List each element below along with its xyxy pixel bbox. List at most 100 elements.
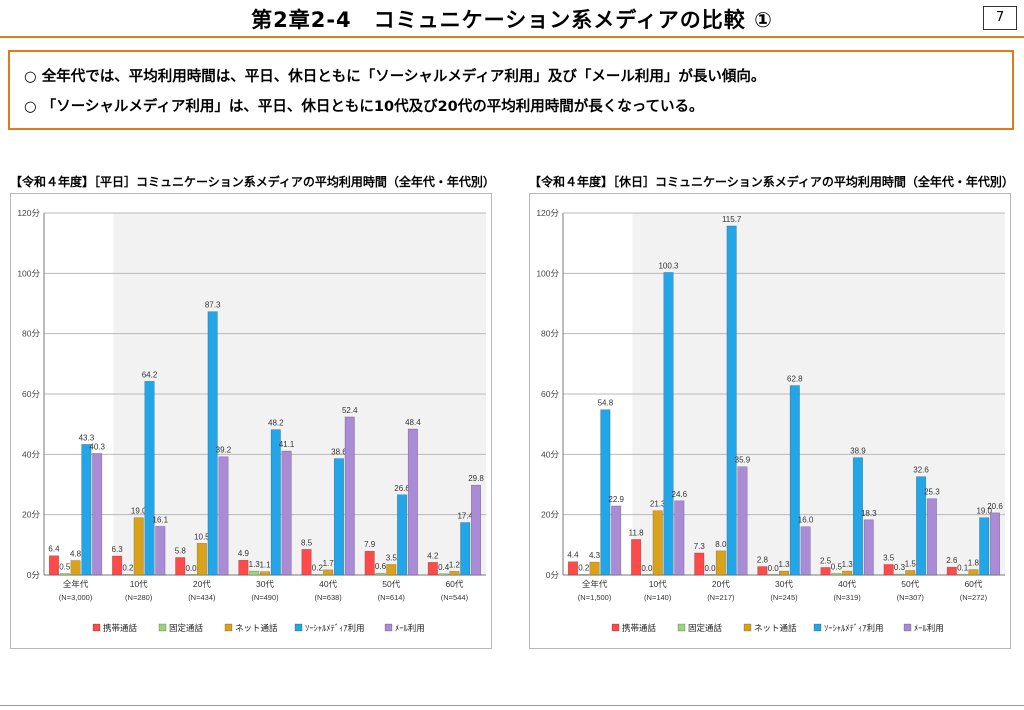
x-tick-label: 10代 [130,579,148,589]
data-label: 24.6 [672,490,688,499]
data-label: 0.6 [375,562,387,571]
x-tick-note: (N=544) [441,593,469,602]
chart-title-weekday: 【令和４年度】［平日］コミュニケーション系メディアの平均利用時間（全年代・年代別… [10,175,495,189]
bar-2-6 [375,572,386,576]
data-label: 17.4 [457,512,473,521]
data-label: 3.5 [386,553,398,562]
bar-4-5 [333,458,344,576]
bar-2-2 [122,574,133,576]
bar-5-4 [281,450,292,576]
data-label: 3.5 [883,553,895,562]
data-label: 10.5 [194,532,210,541]
y-tick-label: 40分 [22,449,40,459]
bar-2-1 [59,573,70,576]
bar-1-4 [238,559,249,576]
bar-4-7 [979,517,990,576]
data-label: 1.3 [842,560,854,569]
data-label: 0.0 [641,564,653,573]
y-tick-label: 20分 [541,510,559,520]
x-tick-note: (N=272) [960,593,988,602]
data-label: 2.8 [757,556,769,565]
data-label: 5.8 [175,547,187,556]
data-label: 7.3 [694,542,706,551]
x-tick-note: (N=614) [378,593,406,602]
bar-3-5 [323,569,334,576]
legend-swatch [813,623,822,632]
bar-5-6 [407,428,418,576]
bar-4-5 [852,457,863,576]
bar-2-6 [894,573,905,576]
data-label: 20.6 [987,502,1003,511]
y-tick-label: 60分 [541,389,559,399]
bar-5-2 [674,500,685,576]
y-tick-label: 80分 [22,329,40,339]
y-tick-label: 0分 [27,570,41,580]
data-label: 38.9 [850,447,866,456]
legend-swatch [611,623,620,632]
data-label: 1.3 [778,560,790,569]
data-label: 4.9 [238,549,250,558]
bar-1-3 [175,557,186,576]
x-tick-label: 40代 [319,579,337,589]
data-label: 2.6 [946,556,958,565]
data-label: 1.7 [323,559,335,568]
x-tick-label: 50代 [382,579,400,589]
bar-1-5 [820,567,831,576]
bar-4-1 [600,409,611,576]
data-label: 0.2 [312,563,324,572]
data-label: 4.4 [567,551,579,560]
legend-swatch [903,623,912,632]
x-tick-label: 10代 [649,579,667,589]
data-label: 0.0 [185,564,197,573]
bar-3-5 [842,570,853,576]
legend-label: 固定通話 [688,623,723,633]
y-tick-label: 100分 [536,268,559,278]
bar-4-4 [789,385,800,576]
bar-2-7 [957,574,968,576]
data-label: 6.3 [112,545,124,554]
summary-box: ○ 全年代では、平均利用時間は、平日、休日ともに「ソーシャルメディア利用」及び「… [8,50,1014,130]
data-label: 1.8 [968,559,980,568]
legend-label: ﾒｰﾙ利用 [914,623,944,633]
data-label: 21.3 [650,500,666,509]
x-tick-note: (N=3,000) [59,593,93,602]
legend-swatch [384,623,393,632]
data-label: 18.3 [861,509,877,518]
summary-line-1: ○ 全年代では、平均利用時間は、平日、休日ともに「ソーシャルメディア利用」及び「… [24,69,766,85]
data-label: 25.3 [924,488,940,497]
bar-2-3 [705,574,716,576]
bar-5-7 [471,484,482,576]
legend-label: 携帯通話 [103,623,138,633]
page-number: 7 [983,6,1017,30]
x-tick-label: 60代 [445,579,463,589]
y-tick-label: 100分 [17,268,40,278]
bar-3-2 [133,517,144,576]
data-label: 115.7 [722,215,742,224]
bar-5-4 [800,526,811,576]
x-tick-label: 全年代 [63,579,89,589]
bar-3-7 [449,571,460,576]
bar-1-5 [301,549,312,576]
x-tick-label: 30代 [775,579,793,589]
data-label: 52.4 [342,406,358,415]
legend-swatch [743,623,752,632]
bar-5-7 [990,512,1001,576]
summary-line-2: ○ 「ソーシャルメディア利用」は、平日、休日ともに10代及び20代の平均利用時間… [24,99,704,115]
bar-3-6 [386,564,397,576]
legend-label: 固定通話 [169,623,204,633]
data-label: 8.0 [715,540,727,549]
bar-1-1 [567,561,578,576]
data-label: 0.5 [59,562,71,571]
data-label: 48.4 [405,418,421,427]
data-label: 4.8 [70,550,82,559]
bar-5-5 [863,519,874,576]
legend-swatch [92,623,101,632]
bar-5-1 [92,453,103,576]
data-label: 0.2 [122,563,134,572]
x-tick-note: (N=140) [644,593,672,602]
bar-1-2 [631,539,642,576]
data-label: 11.8 [629,528,645,537]
data-label: 0.2 [578,563,590,572]
bar-1-3 [694,552,705,576]
x-tick-label: 全年代 [582,579,608,589]
